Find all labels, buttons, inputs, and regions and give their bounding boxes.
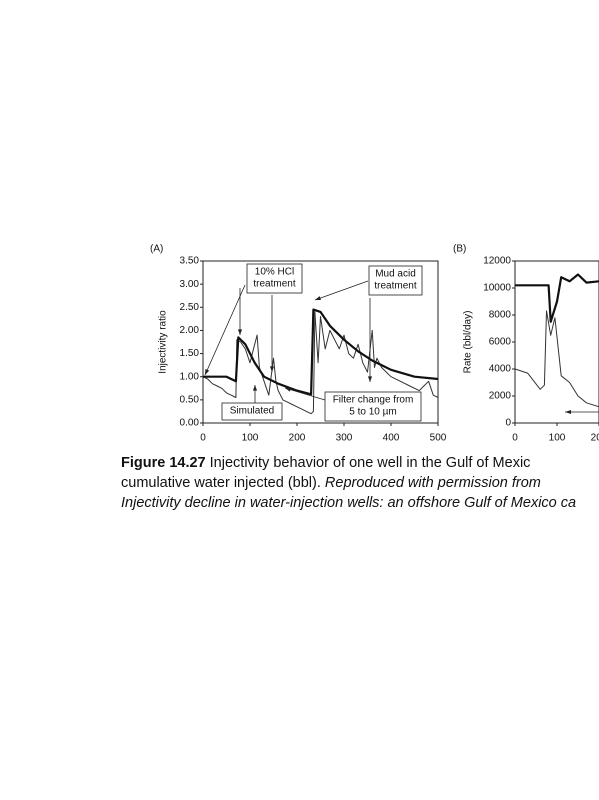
annotation-text: Simulated — [230, 406, 274, 417]
x-tick-label: 100 — [549, 433, 566, 444]
annotation-text: Filter change from — [333, 395, 414, 406]
y-tick-label: 3.50 — [180, 256, 200, 267]
annotation-box — [246, 263, 303, 294]
data-line — [202, 311, 439, 415]
arrow-head — [315, 296, 321, 301]
y-tick-label: 2000 — [489, 391, 512, 402]
x-tick-label: 0 — [512, 433, 518, 444]
panel-label: (A) — [150, 244, 163, 255]
x-tick-label: 500 — [430, 433, 447, 444]
annotation-arrow — [204, 284, 246, 376]
caption-text: cumulative water injected (bbl). — [121, 475, 321, 491]
x-tick-label: 200 — [289, 433, 306, 444]
caption-line: Injectivity decline in water-injection w… — [121, 493, 599, 513]
data-line — [514, 310, 599, 408]
arrow-head — [237, 329, 243, 335]
arrow-head — [367, 376, 373, 382]
arrow-head — [565, 410, 571, 414]
y-tick-label: 6000 — [489, 337, 512, 348]
annotation-text: Mud acid — [375, 269, 416, 280]
data-line — [203, 308, 439, 396]
annotation-text: treatment — [253, 279, 295, 290]
caption-label: Figure 14.27 — [121, 455, 206, 471]
annotation-text: 5 to 10 µm — [349, 407, 396, 418]
annotation-box — [221, 402, 283, 421]
arrow-head — [205, 369, 210, 375]
y-tick-label: 1.50 — [180, 348, 200, 359]
data-line — [515, 273, 599, 323]
y-tick-label: 0.50 — [180, 394, 200, 405]
y-tick-label: 0 — [505, 418, 511, 429]
caption-text: Injectivity decline in water-injection w… — [121, 495, 577, 511]
x-tick-label: 0 — [200, 433, 206, 444]
caption-line: cumulative water injected (bbl). Reprodu… — [121, 473, 599, 493]
y-axis-label: Injectivity ratio — [158, 310, 169, 374]
annotation-box — [324, 391, 422, 422]
annotation-text: 10% HCl — [255, 267, 294, 278]
x-tick-label: 100 — [242, 433, 259, 444]
caption-line: Figure 14.27 Injectivity behavior of one… — [121, 453, 599, 473]
y-tick-label: 1.00 — [180, 371, 200, 382]
caption: Figure 14.27 Injectivity behavior of one… — [121, 453, 599, 513]
y-tick-label: 3.00 — [180, 279, 200, 290]
annotation-arrow — [314, 280, 369, 301]
y-tick-label: 10000 — [483, 283, 511, 294]
panel-label: (B) — [453, 244, 466, 255]
y-tick-label: 12000 — [483, 256, 511, 267]
y-tick-label: 2.50 — [180, 302, 200, 313]
caption-text: Reproduced with permission from — [324, 475, 541, 491]
y-tick-label: 4000 — [489, 364, 512, 375]
y-axis-label: Rate (bbl/day) — [463, 311, 474, 374]
arrow-head — [269, 366, 275, 372]
annotation-text: treatment — [374, 281, 416, 292]
y-tick-label: 0.00 — [180, 418, 200, 429]
y-tick-label: 2.00 — [180, 325, 200, 336]
x-tick-label: 200 — [591, 433, 599, 444]
arrow-head — [285, 387, 291, 392]
y-tick-label: 8000 — [489, 310, 512, 321]
caption-text: Injectivity behavior of one well in the … — [209, 455, 531, 471]
x-tick-label: 300 — [336, 433, 353, 444]
plot-frame — [202, 260, 439, 424]
arrow-head — [252, 385, 258, 391]
annotation-arrow — [284, 387, 326, 401]
x-tick-label: 400 — [383, 433, 400, 444]
annotation-box — [368, 265, 423, 296]
